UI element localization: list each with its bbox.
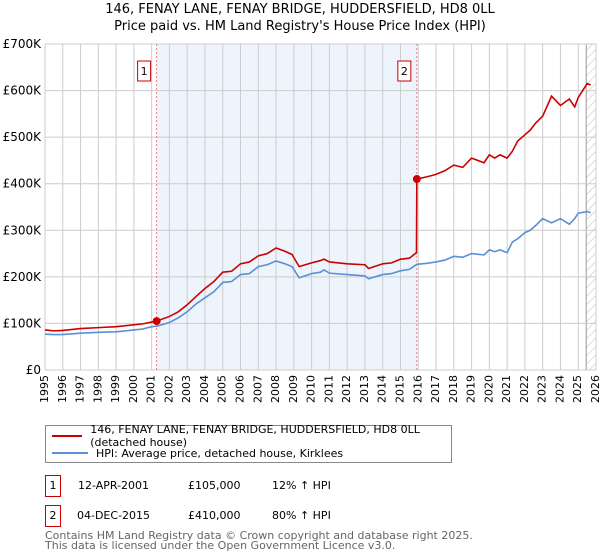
y-tick-label: £200K	[3, 270, 43, 284]
chart-subtitle: Price paid vs. HM Land Registry's House …	[114, 19, 486, 34]
x-tick-label: 2006	[234, 375, 247, 403]
x-tick-label: 2014	[376, 375, 389, 403]
x-tick-label: 2004	[198, 375, 211, 403]
transaction-number: 2	[45, 505, 61, 527]
transaction-date: 12-APR-2001	[78, 479, 150, 492]
x-tick-label: 1998	[91, 375, 104, 403]
y-tick-label: £700K	[3, 37, 43, 51]
x-tick-label: 2011	[322, 375, 335, 403]
y-tick-label: £500K	[3, 130, 43, 144]
legend-label-property: 146, FENAY LANE, FENAY BRIDGE, HUDDERSFI…	[90, 423, 420, 449]
x-tick-label: 2018	[447, 375, 460, 403]
x-tick-label: 2000	[127, 375, 140, 403]
x-tick-label: 2013	[358, 375, 371, 403]
x-tick-label: 2017	[429, 375, 442, 403]
y-tick-label: £300K	[3, 223, 43, 237]
footer: Contains HM Land Registry data © Crown c…	[45, 529, 473, 552]
transaction-hpi: 12% ↑ HPI	[272, 479, 331, 492]
x-tick-label: 2019	[465, 375, 478, 403]
legend-item-property: 146, FENAY LANE, FENAY BRIDGE, HUDDERSFI…	[52, 423, 451, 449]
footer-licence: This data is licensed under the Open Gov…	[45, 539, 396, 552]
x-tick-label: 2023	[536, 375, 549, 403]
sale-marker-box	[397, 60, 412, 82]
y-tick-label: £600K	[3, 84, 43, 98]
legend-item-hpi: HPI: Average price, detached house, Kirk…	[52, 445, 343, 461]
sale-marker-box	[137, 60, 152, 82]
x-tick-label: 2024	[553, 375, 566, 403]
x-tick-label: 2021	[500, 375, 513, 403]
x-tick-label: 2001	[145, 375, 158, 403]
x-tick-label: 2020	[482, 375, 495, 403]
y-tick-label: £100K	[3, 316, 43, 330]
x-tick-label: 2016	[411, 375, 424, 403]
x-tick-label: 2008	[269, 375, 282, 403]
x-tick-label: 2009	[287, 375, 300, 403]
x-tick-label: 1997	[74, 375, 87, 403]
price-chart: 1995 1996 1997 1998 1999 2000 2001 2002 2003 2004…	[3, 37, 600, 403]
transaction-date: 04-DEC-2015	[77, 509, 151, 522]
property-price-line	[44, 82, 591, 332]
x-tick-label: 2003	[180, 375, 193, 403]
sale-marker-label: 1	[141, 65, 148, 78]
y-tick-label: £0	[26, 363, 41, 377]
x-tick-label: 2026	[589, 375, 600, 403]
forecast-hatch	[586, 44, 596, 370]
x-tick-label: 2015	[393, 375, 406, 403]
chart-title: 146, FENAY LANE, FENAY BRIDGE, HUDDERSFI…	[105, 2, 495, 17]
legend-swatch-red	[52, 435, 83, 437]
transaction-price: £410,000	[188, 509, 241, 522]
x-tick-label: 1999	[109, 375, 122, 403]
transaction-hpi: 80% ↑ HPI	[272, 509, 331, 522]
ownership-period-shade	[156, 44, 417, 370]
x-tick-label: 1995	[38, 375, 51, 403]
x-tick-label: 2010	[305, 375, 318, 403]
x-tick-label: 2002	[162, 375, 175, 403]
hpi-line	[44, 210, 591, 336]
transaction-price: £105,000	[188, 479, 241, 492]
x-tick-label: 2005	[216, 375, 229, 403]
x-tick-label: 2022	[518, 375, 531, 403]
legend-label-hpi: HPI: Average price, detached house, Kirk…	[96, 446, 344, 460]
sale-point	[152, 317, 161, 326]
chart-legend: 146, FENAY LANE, FENAY BRIDGE, HUDDERSFI…	[45, 423, 452, 463]
sale-point	[412, 175, 421, 184]
footer-copyright: Contains HM Land Registry data © Crown c…	[45, 529, 473, 542]
y-tick-label: £400K	[3, 177, 43, 191]
x-tick-label: 2025	[571, 375, 584, 403]
legend-swatch-blue	[52, 452, 88, 454]
x-tick-label: 2007	[251, 375, 264, 403]
transaction-number: 1	[45, 475, 61, 497]
sale-marker-label: 2	[401, 65, 408, 78]
x-tick-label: 1996	[56, 375, 69, 403]
x-tick-label: 2012	[340, 375, 353, 403]
